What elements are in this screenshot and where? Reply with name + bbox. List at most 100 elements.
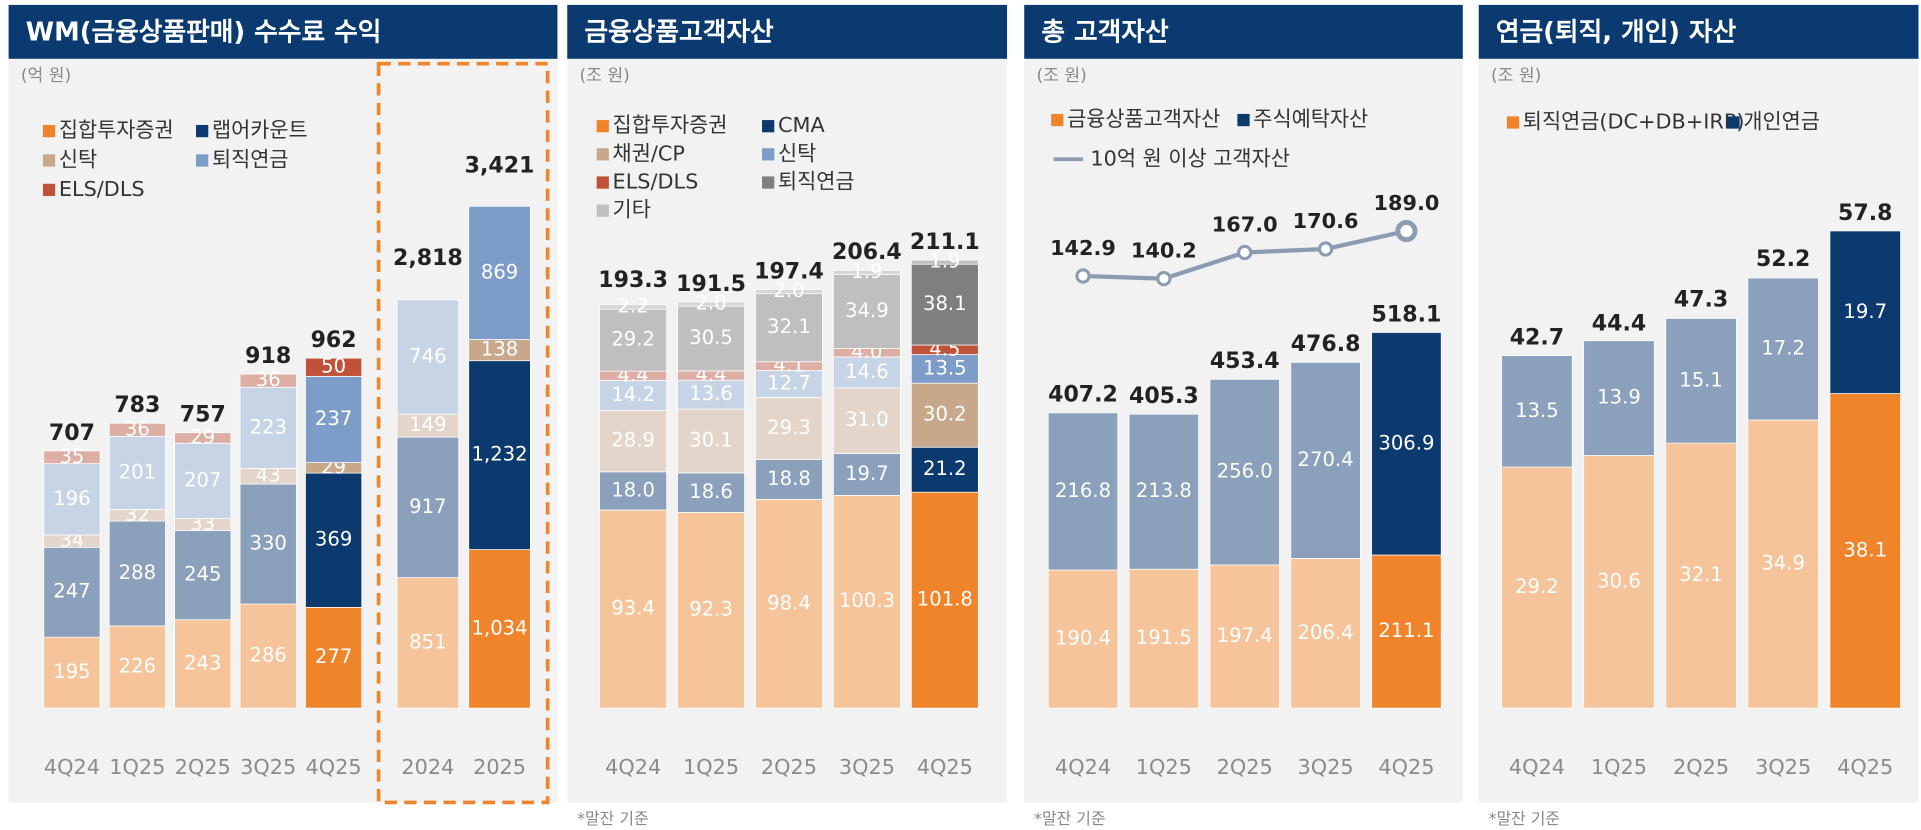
bar-segment [833,453,901,496]
total-label: 57.8 [1838,201,1892,226]
bar-segment [1371,332,1442,556]
x-tick-label: 2024 [401,755,454,779]
bar-segment [1128,568,1200,709]
total-label: 42.7 [1510,325,1564,350]
total-label: 206.4 [832,240,902,265]
bar-segment [755,370,823,398]
value-label: 34.9 [1761,552,1805,575]
x-tick-label: 4Q24 [1055,755,1111,779]
value-label: 306.9 [1378,431,1434,454]
total-label: 52.2 [1756,247,1810,272]
value-label: 19.7 [845,462,889,485]
value-label: 197.4 [1217,624,1273,647]
bar-segment [1747,419,1819,709]
value-label: 32.1 [767,315,811,338]
bar-segment [910,354,979,384]
value-label: 247 [53,580,90,603]
bar-segment [1829,393,1901,709]
value-label: 29.3 [767,416,811,439]
legend-label: 신탁 [778,141,816,165]
value-label: 31.0 [845,408,889,431]
bar-segment [108,625,166,709]
total-label: 918 [245,344,291,369]
panel-title: 금융상품고객자산 [584,18,774,48]
total-label: 2,818 [393,246,463,271]
bar-segment [677,379,745,410]
bar-segment [677,511,745,709]
x-tick-label: 4Q24 [44,755,100,779]
legend-label: ELS/DLS [613,170,699,194]
value-label: 917 [409,495,446,518]
bar-segment [1371,554,1442,709]
unit-label: (조 원) [1036,66,1086,86]
bar-segment [755,289,823,295]
panel-header [1478,4,1919,59]
value-label: 12.7 [767,371,811,394]
value-label: 18.0 [611,478,655,501]
value-label: 1.9 [929,250,960,273]
value-label: 191.5 [1136,626,1192,649]
bar-segment [1501,355,1573,468]
legend-swatch [596,148,609,161]
x-tick-label: 3Q25 [1755,755,1811,779]
bar-segment [755,293,823,363]
value-label: 226 [119,654,156,677]
bar-segment [174,530,232,621]
panel-title: WM(금융상품판매) 수수료 수익 [26,18,382,48]
legend-label: 집합투자증권 [613,113,728,137]
legend-label: CMA [778,113,825,137]
bar-segment [833,387,901,454]
value-label: 2.0 [695,292,726,315]
line-point [1156,270,1172,287]
panel-header [1024,4,1463,59]
value-label: 14.2 [611,383,655,406]
value-label: 2.0 [773,279,804,302]
value-label: 15.1 [1679,368,1723,391]
value-label: 851 [409,630,446,653]
value-label: 195 [53,660,90,683]
total-label: 3,421 [465,153,535,178]
bar-segment [599,308,668,372]
value-label: 1,034 [472,616,528,639]
value-label: 330 [249,532,286,555]
value-label: 30.2 [923,403,967,426]
value-label: 36 [125,417,150,440]
value-label: 243 [184,651,221,674]
bar-segment [1829,230,1901,394]
legend-swatch [1727,116,1740,129]
bar-segment [599,304,668,310]
x-tick-label: 3Q25 [240,755,296,779]
value-label: 29.2 [611,328,655,351]
value-label: 13.5 [923,356,967,379]
value-label: 38.1 [1843,538,1887,561]
total-label: 407.2 [1048,383,1118,408]
value-label: 18.6 [689,480,733,503]
line-point [1395,219,1418,243]
value-label: 30.5 [689,326,733,349]
panel-header [567,4,1008,59]
value-label: 277 [315,645,352,668]
total-label: 757 [180,403,226,428]
bar-segment [174,619,232,709]
value-label: 34.9 [845,299,889,322]
value-label: 14.6 [845,360,889,383]
line-value-label: 170.6 [1293,209,1359,233]
value-label: 30.6 [1597,569,1641,592]
panel-header [8,4,558,59]
bar-segment [833,269,901,275]
value-label: 38.1 [923,292,967,315]
bar-segment [677,305,745,372]
bar-segment [239,373,297,388]
legend-label: 기타 [613,198,651,222]
bar-segment [239,603,297,709]
x-tick-label: 1Q25 [1136,755,1192,779]
bar-segment [910,491,979,709]
legend-swatch [762,176,775,189]
value-label: 13.6 [689,382,733,405]
legend-label: 집합투자증권 [59,118,174,142]
x-tick-label: 3Q25 [1298,755,1354,779]
x-tick-label: 2Q25 [175,755,231,779]
bar-segment [833,274,901,349]
unit-label: (조 원) [1491,66,1541,86]
